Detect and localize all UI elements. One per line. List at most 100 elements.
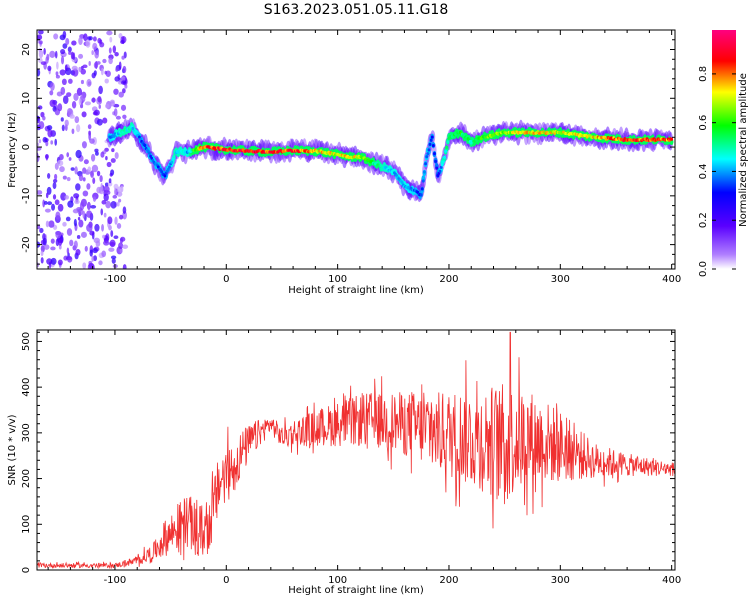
noise-blob (109, 239, 116, 248)
noise-blob (113, 88, 119, 95)
ridge-core (131, 126, 135, 131)
noise-blob (96, 170, 101, 177)
x-tick-label: 300 (551, 575, 570, 586)
ridge-core (433, 152, 436, 156)
noise-blob (73, 92, 79, 101)
noise-blob (102, 117, 108, 124)
noise-blob (105, 103, 110, 109)
noise-blob (78, 36, 83, 46)
ridge-core (112, 134, 116, 138)
noise-blob (118, 91, 124, 98)
noise-blob (120, 39, 125, 45)
noise-blob (101, 250, 107, 258)
noise-blob (57, 259, 63, 266)
noise-blob (86, 201, 91, 211)
noise-blob (119, 248, 123, 254)
noise-blob (65, 38, 70, 45)
noise-blob (82, 177, 86, 182)
noise-blob (92, 247, 98, 254)
noise-blob (52, 194, 57, 200)
noise-blob (88, 132, 92, 141)
noise-blob (90, 170, 95, 178)
ridge-core (160, 170, 164, 174)
noise-blob (77, 216, 81, 221)
ridge-core (168, 165, 171, 169)
noise-blob (37, 68, 41, 77)
y-tick-label: 0 (21, 567, 32, 573)
x-tick-label: -100 (104, 274, 127, 285)
noise-blob (94, 223, 100, 232)
noise-blob (61, 78, 67, 86)
noise-blob (74, 116, 80, 124)
noise-blob (113, 235, 119, 240)
x-tick-label: 100 (328, 575, 347, 586)
noise-blob (102, 234, 106, 239)
noise-blob (99, 175, 103, 183)
noise-blob (87, 124, 92, 130)
noise-blob (73, 208, 78, 214)
ridge-core (429, 138, 433, 142)
noise-blob (60, 55, 65, 65)
noise-blob (37, 146, 42, 151)
y-tick-label: 100 (21, 515, 32, 534)
ridge-core (431, 143, 435, 148)
x-tick-label: 200 (439, 274, 458, 285)
noise-blob (39, 227, 44, 234)
noise-blob (67, 200, 74, 208)
noise-blob (76, 234, 81, 239)
noise-blob (87, 81, 92, 86)
ridge-core (148, 151, 151, 155)
noise-blob (65, 216, 71, 222)
noise-blob (89, 230, 95, 236)
noise-blob (60, 117, 64, 122)
noise-blob (50, 82, 55, 91)
x-tick-label: 300 (551, 274, 570, 285)
noise-blob (62, 30, 67, 39)
colorbar-tick-label: 0.4 (698, 163, 709, 179)
noise-blob (75, 183, 81, 191)
noise-blob (122, 65, 127, 74)
noise-blob (83, 159, 89, 165)
colorbar-gradient (712, 30, 736, 269)
ridge-core (428, 142, 432, 146)
y-tick-label: 400 (21, 378, 32, 397)
noise-blob (54, 138, 58, 146)
x-tick-label: 400 (662, 274, 681, 285)
noise-blob (69, 114, 75, 119)
noise-blob (44, 208, 51, 213)
noise-blob (60, 86, 66, 95)
noise-blob (50, 257, 57, 265)
noise-blob (67, 255, 73, 263)
noise-blob (106, 30, 113, 36)
noise-blob (118, 214, 124, 220)
noise-blob (111, 148, 115, 153)
ridge-core (163, 174, 167, 178)
noise-blob (96, 118, 103, 126)
y-tick-label: 300 (21, 423, 32, 442)
ridge-core (171, 157, 175, 161)
noise-blob (50, 238, 55, 244)
noise-blob (115, 67, 119, 72)
colorbar-ticks: 0.0 0.2 0.4 0.6 0.8 (698, 66, 736, 277)
noise-blob (98, 104, 101, 109)
noise-blob (64, 119, 69, 127)
colorbar-tick-label: 0.6 (698, 115, 709, 131)
noise-blob (99, 41, 105, 48)
noise-blob (114, 187, 117, 196)
noise-blob (80, 79, 84, 85)
noise-blob (84, 245, 88, 252)
noise-blob (88, 61, 91, 66)
x-tick-label: 0 (223, 274, 229, 285)
noise-blob (64, 195, 69, 200)
noise-blob (107, 216, 113, 225)
noise-blob (122, 114, 127, 119)
noise-blob (38, 30, 44, 35)
noise-blob (114, 152, 119, 159)
noise-blob (91, 164, 99, 173)
x-tick-label: 0 (223, 575, 229, 586)
noise-blob (42, 199, 46, 208)
ridge-core (172, 154, 176, 159)
noise-blob (38, 121, 45, 130)
noise-blob (80, 68, 87, 75)
